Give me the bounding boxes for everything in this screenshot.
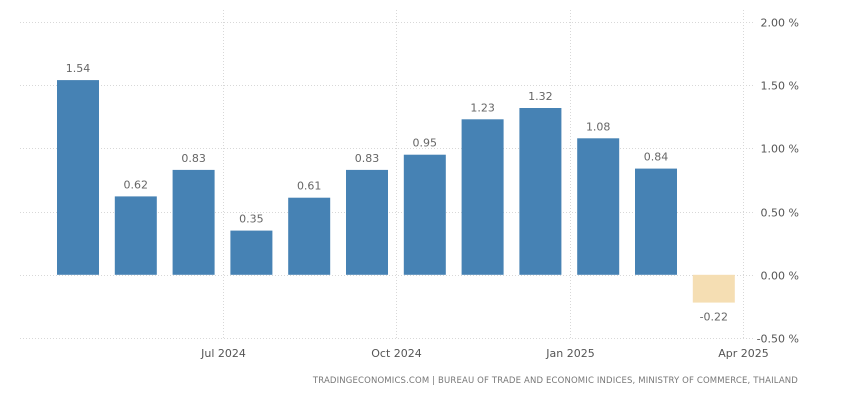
source-attribution: TRADINGECONOMICS.COM | BUREAU OF TRADE A… [312,376,798,386]
bar-jun-2024 [114,196,157,275]
data-label: 0.83 [181,152,206,165]
data-label: 0.83 [355,152,380,165]
data-label: 1.23 [470,101,495,114]
bar-aug-2024 [230,230,273,275]
x-tick-label: Jan 2025 [545,347,594,360]
data-label-layer: 1.54 0.62 0.83 0.35 0.61 0.83 0.95 1.23 1.32 1.08… [66,62,728,324]
bar-jul-2024 [172,169,215,275]
data-label: -0.22 [700,311,728,324]
y-tick-label: 2.00 % [761,17,799,30]
bar-may-2024 [57,80,99,275]
x-tick-label: Apr 2025 [718,347,769,360]
data-label: 0.84 [644,151,669,164]
x-axis-ticks: Jul 2024 Oct 2024 Jan 2025 Apr 2025 [200,347,769,360]
data-label: 1.32 [528,90,553,103]
y-tick-label: 1.50 % [761,80,799,93]
bar-sep-2024 [288,197,331,275]
data-label: 0.95 [413,137,438,150]
bar-mar-2025 [635,168,677,275]
y-tick-label: -0.50 % [757,333,799,346]
data-label: 1.08 [586,120,611,133]
data-label: 0.35 [239,213,264,226]
bar-jan-2025 [519,108,562,275]
bar-feb-2025 [577,138,620,275]
bar-nov-2024 [403,154,446,275]
bar-oct-2024 [346,169,388,275]
x-tick-label: Oct 2024 [371,347,422,360]
bar-dec-2024 [461,119,504,275]
data-label: 0.62 [124,178,149,191]
bar-apr-2025 [692,274,735,303]
y-tick-label: 1.00 % [761,143,799,156]
x-tick-label: Jul 2024 [200,347,246,360]
bar-layer [57,80,735,303]
grid-layer [20,10,755,339]
y-tick-label: 0.50 % [761,207,799,220]
data-label: 0.61 [297,180,322,193]
y-tick-label: 0.00 % [761,270,799,283]
y-axis-ticks: 2.00 % 1.50 % 1.00 % 0.50 % 0.00 % -0.50 % [757,17,799,346]
data-label: 1.54 [66,62,91,75]
